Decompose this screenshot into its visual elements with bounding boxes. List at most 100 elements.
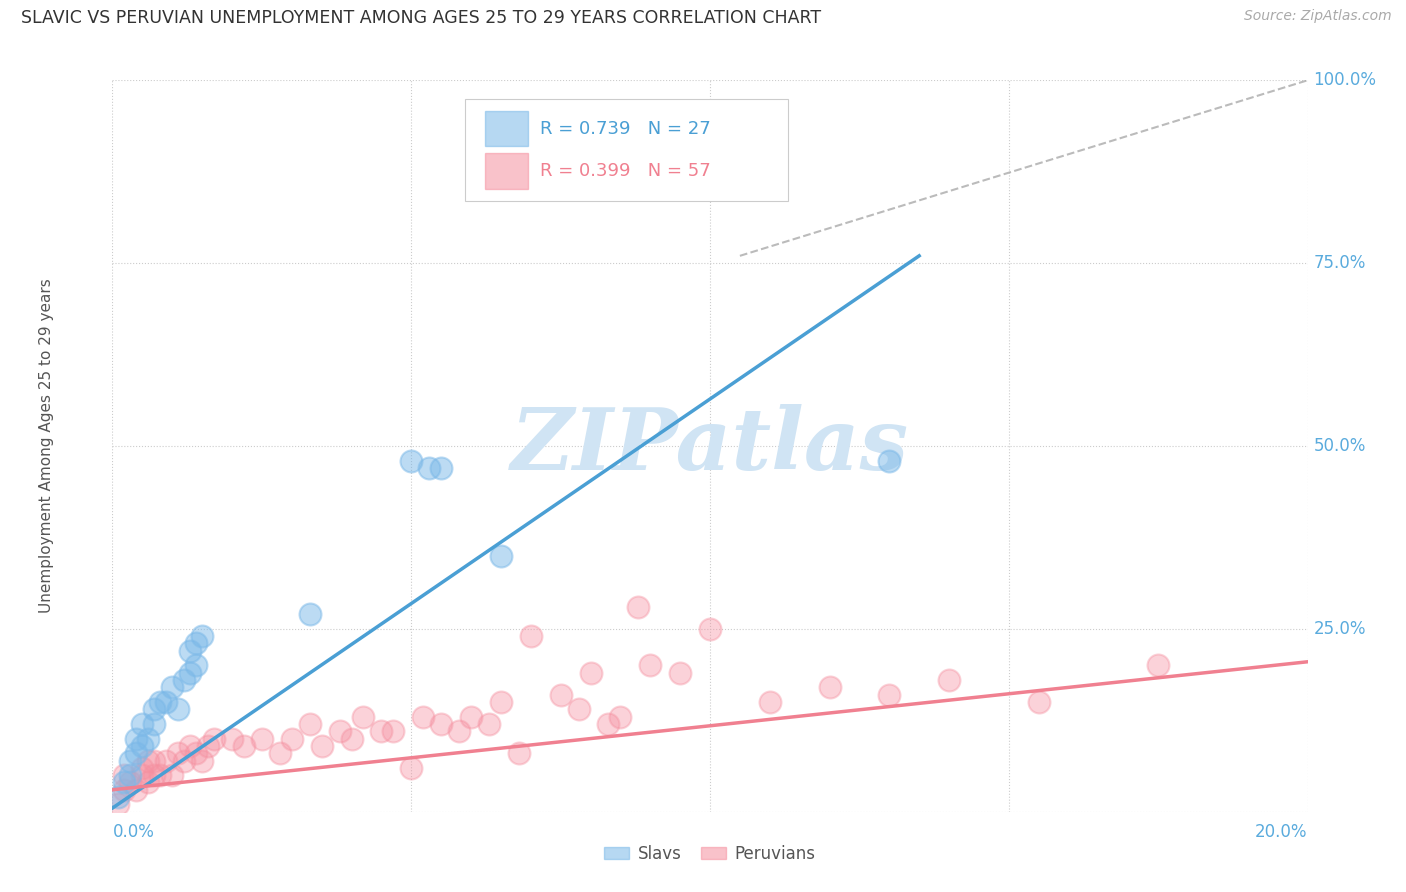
Text: ZIPatlas: ZIPatlas bbox=[510, 404, 910, 488]
Point bbox=[125, 782, 148, 797]
FancyBboxPatch shape bbox=[485, 153, 529, 188]
Text: 100.0%: 100.0% bbox=[1313, 71, 1376, 89]
Point bbox=[412, 709, 434, 723]
Point bbox=[173, 754, 195, 768]
Point bbox=[269, 746, 291, 760]
Point bbox=[120, 754, 142, 768]
Point bbox=[489, 549, 512, 563]
Point bbox=[155, 754, 177, 768]
Point bbox=[179, 665, 201, 680]
Text: 20.0%: 20.0% bbox=[1256, 822, 1308, 840]
Point bbox=[155, 695, 177, 709]
Point bbox=[162, 681, 183, 695]
Point bbox=[1028, 695, 1050, 709]
Point bbox=[382, 724, 405, 739]
Text: 50.0%: 50.0% bbox=[1313, 437, 1367, 455]
Text: SLAVIC VS PERUVIAN UNEMPLOYMENT AMONG AGES 25 TO 29 YEARS CORRELATION CHART: SLAVIC VS PERUVIAN UNEMPLOYMENT AMONG AG… bbox=[21, 9, 821, 27]
Point bbox=[938, 673, 960, 687]
Text: 25.0%: 25.0% bbox=[1313, 620, 1367, 638]
Point bbox=[114, 782, 135, 797]
Point bbox=[579, 665, 602, 680]
Point bbox=[447, 724, 470, 739]
Point bbox=[352, 709, 374, 723]
Point bbox=[250, 731, 273, 746]
Point bbox=[167, 746, 190, 760]
Point bbox=[430, 461, 453, 475]
Point bbox=[107, 790, 129, 805]
Point bbox=[179, 739, 201, 753]
Point bbox=[638, 658, 662, 673]
Point bbox=[489, 695, 512, 709]
Text: 0.0%: 0.0% bbox=[112, 822, 155, 840]
Point bbox=[143, 768, 166, 782]
Point bbox=[138, 754, 160, 768]
Point bbox=[131, 739, 153, 753]
Legend: Slavs, Peruvians: Slavs, Peruvians bbox=[598, 838, 823, 869]
Text: 75.0%: 75.0% bbox=[1313, 254, 1367, 272]
Point bbox=[508, 746, 530, 760]
Point bbox=[699, 622, 721, 636]
Point bbox=[120, 768, 142, 782]
Point bbox=[143, 754, 166, 768]
Point bbox=[138, 775, 160, 789]
Point bbox=[167, 702, 190, 716]
Point bbox=[186, 658, 208, 673]
Point bbox=[191, 629, 214, 643]
Point bbox=[120, 775, 142, 789]
Point bbox=[550, 688, 572, 702]
Point bbox=[520, 629, 543, 643]
Point bbox=[430, 717, 453, 731]
Point bbox=[197, 739, 219, 753]
Point bbox=[186, 746, 208, 760]
Point bbox=[143, 717, 166, 731]
Point bbox=[125, 746, 148, 760]
Point bbox=[131, 717, 153, 731]
Point bbox=[567, 702, 591, 716]
Point bbox=[143, 702, 166, 716]
Point bbox=[114, 768, 135, 782]
Text: R = 0.399   N = 57: R = 0.399 N = 57 bbox=[540, 162, 711, 180]
Point bbox=[125, 731, 148, 746]
Point bbox=[179, 644, 201, 658]
Point bbox=[186, 636, 208, 650]
Point bbox=[298, 717, 321, 731]
Point bbox=[298, 607, 321, 622]
Point bbox=[232, 739, 256, 753]
Point bbox=[401, 761, 423, 775]
Point bbox=[598, 717, 620, 731]
Point bbox=[877, 453, 901, 467]
Point bbox=[627, 599, 650, 614]
Point bbox=[149, 695, 172, 709]
Point bbox=[1147, 658, 1170, 673]
Point bbox=[669, 665, 692, 680]
FancyBboxPatch shape bbox=[485, 111, 529, 146]
Point bbox=[328, 724, 352, 739]
Point bbox=[609, 709, 631, 723]
Point bbox=[131, 768, 153, 782]
Point bbox=[107, 797, 129, 812]
Point bbox=[759, 695, 782, 709]
Point bbox=[162, 768, 183, 782]
Point bbox=[370, 724, 392, 739]
Point bbox=[202, 731, 225, 746]
Point bbox=[138, 731, 160, 746]
Point bbox=[340, 731, 363, 746]
Point bbox=[221, 731, 243, 746]
Point bbox=[460, 709, 482, 723]
Point bbox=[149, 768, 172, 782]
Point bbox=[114, 775, 135, 789]
Text: Unemployment Among Ages 25 to 29 years: Unemployment Among Ages 25 to 29 years bbox=[39, 278, 55, 614]
FancyBboxPatch shape bbox=[465, 99, 787, 201]
Point bbox=[191, 754, 214, 768]
Point bbox=[173, 673, 195, 687]
Point bbox=[818, 681, 841, 695]
Text: Source: ZipAtlas.com: Source: ZipAtlas.com bbox=[1244, 9, 1392, 23]
Point bbox=[478, 717, 501, 731]
Point bbox=[281, 731, 304, 746]
Point bbox=[877, 688, 901, 702]
Point bbox=[131, 761, 153, 775]
Point bbox=[311, 739, 333, 753]
Point bbox=[401, 453, 423, 467]
Text: R = 0.739   N = 27: R = 0.739 N = 27 bbox=[540, 120, 711, 137]
Point bbox=[418, 461, 440, 475]
